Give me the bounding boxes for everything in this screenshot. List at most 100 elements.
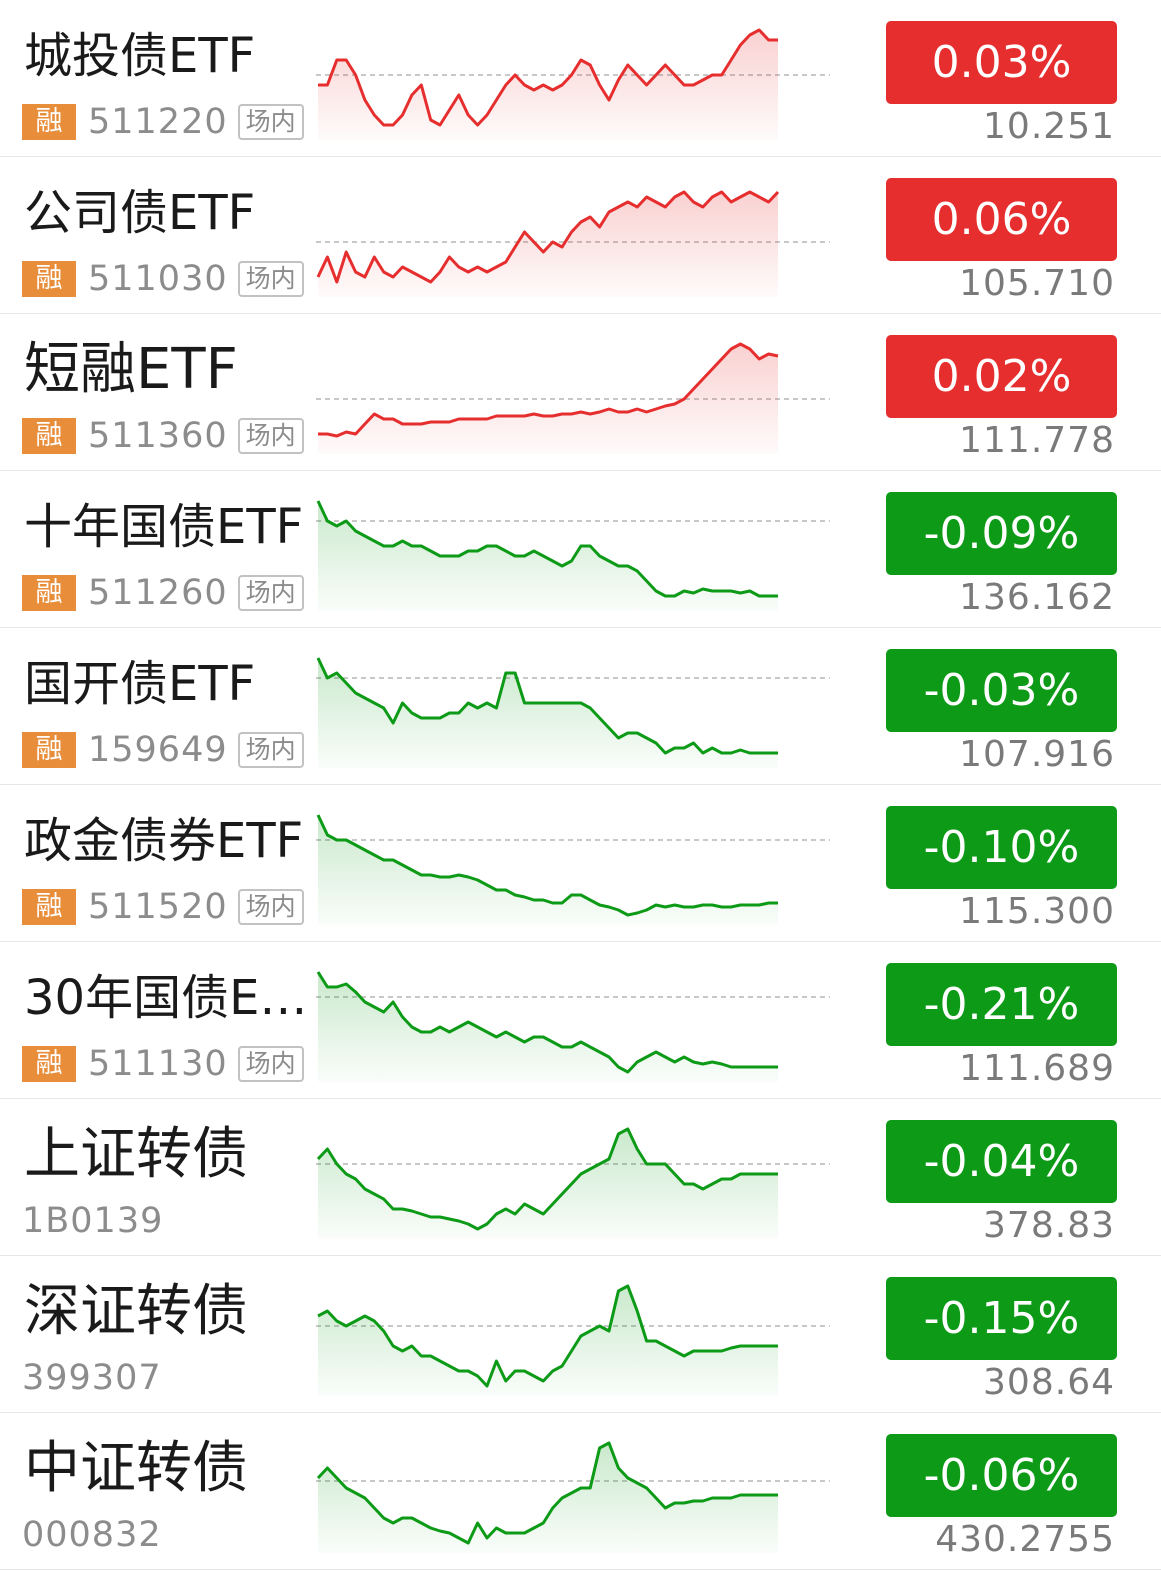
sparkline-line bbox=[316, 1441, 778, 1545]
change-percent-button[interactable]: 0.02% bbox=[886, 335, 1117, 418]
security-meta: 融 511220 场内 bbox=[22, 102, 304, 142]
sparkline-line bbox=[318, 28, 778, 127]
security-name: 国开债ETF bbox=[24, 656, 256, 712]
venue-badge: 场内 bbox=[237, 261, 304, 297]
change-percent-button[interactable]: -0.15% bbox=[886, 1277, 1117, 1360]
security-name: 30年国债ET... bbox=[24, 970, 314, 1026]
last-price: 111.778 bbox=[959, 420, 1115, 461]
security-name: 中证转债 bbox=[24, 1436, 248, 1501]
intraday-sparkline bbox=[316, 971, 830, 1082]
sparkline-area bbox=[318, 658, 778, 768]
last-price: 115.300 bbox=[959, 891, 1115, 932]
margin-badge: 融 bbox=[22, 261, 76, 297]
security-meta: 融 159649 场内 bbox=[22, 730, 304, 770]
last-price: 378.83 bbox=[983, 1205, 1115, 1246]
security-meta: 融 511360 场内 bbox=[22, 416, 304, 456]
venue-badge: 场内 bbox=[237, 732, 304, 768]
last-price: 105.710 bbox=[959, 263, 1115, 304]
sparkline-area bbox=[318, 1443, 778, 1553]
security-code: 159649 bbox=[88, 730, 228, 770]
security-code: 511360 bbox=[88, 416, 228, 456]
sparkline-line bbox=[318, 342, 779, 438]
security-code: 000832 bbox=[22, 1515, 162, 1555]
margin-badge: 融 bbox=[22, 575, 76, 611]
security-name: 公司债ETF bbox=[24, 185, 256, 241]
security-meta: 融 511130 场内 bbox=[22, 1044, 304, 1084]
intraday-sparkline bbox=[316, 814, 830, 925]
change-percent-button[interactable]: 0.06% bbox=[886, 178, 1117, 261]
change-percent-button[interactable]: -0.09% bbox=[886, 492, 1117, 575]
list-item[interactable]: 中证转债 000832 -0.06% 430.2755 bbox=[0, 1413, 1161, 1570]
sparkline-area bbox=[318, 30, 778, 140]
list-item[interactable]: 国开债ETF 融 159649 场内 -0.03% 107.916 bbox=[0, 628, 1161, 785]
sparkline-area bbox=[318, 1286, 778, 1396]
intraday-sparkline bbox=[316, 190, 830, 297]
security-name: 深证转债 bbox=[24, 1279, 248, 1344]
list-item[interactable]: 公司债ETF 融 511030 场内 0.06% 105.710 bbox=[0, 157, 1161, 314]
intraday-sparkline bbox=[316, 28, 830, 140]
security-code: 511030 bbox=[88, 259, 228, 299]
change-percent-button[interactable]: -0.21% bbox=[886, 963, 1117, 1046]
intraday-sparkline bbox=[316, 342, 830, 454]
venue-badge: 场内 bbox=[237, 418, 304, 454]
venue-badge: 场内 bbox=[237, 104, 304, 140]
list-item[interactable]: 上证转债 1B0139 -0.04% 378.83 bbox=[0, 1099, 1161, 1256]
margin-badge: 融 bbox=[22, 732, 76, 768]
last-price: 111.689 bbox=[959, 1048, 1115, 1089]
venue-badge: 场内 bbox=[237, 1046, 304, 1082]
security-meta: 融 511030 场内 bbox=[22, 259, 304, 299]
last-price: 107.916 bbox=[959, 734, 1115, 775]
last-price: 10.251 bbox=[983, 106, 1115, 147]
list-item[interactable]: 深证转债 399307 -0.15% 308.64 bbox=[0, 1256, 1161, 1413]
sparkline-line bbox=[317, 1284, 778, 1388]
margin-badge: 融 bbox=[22, 104, 76, 140]
security-meta: 1B0139 bbox=[22, 1201, 173, 1241]
security-meta: 000832 bbox=[22, 1515, 172, 1555]
margin-badge: 融 bbox=[22, 1046, 76, 1082]
security-name: 城投债ETF bbox=[24, 28, 256, 84]
sparkline-line bbox=[316, 500, 778, 598]
sparkline-area bbox=[318, 815, 778, 925]
venue-badge: 场内 bbox=[237, 889, 304, 925]
sparkline-area bbox=[318, 192, 778, 297]
security-name: 十年国债ETF bbox=[24, 499, 304, 555]
security-code: 399307 bbox=[22, 1358, 162, 1398]
sparkline-line bbox=[316, 971, 778, 1074]
margin-badge: 融 bbox=[22, 889, 76, 925]
change-percent-button[interactable]: -0.03% bbox=[886, 649, 1117, 732]
sparkline-area bbox=[318, 344, 778, 454]
security-code: 511520 bbox=[88, 887, 228, 927]
intraday-sparkline bbox=[316, 1127, 830, 1239]
last-price: 136.162 bbox=[959, 577, 1115, 618]
change-percent-button[interactable]: -0.06% bbox=[886, 1434, 1117, 1517]
margin-badge: 融 bbox=[22, 418, 76, 454]
list-item[interactable]: 城投债ETF 融 511220 场内 0.03% 10.251 bbox=[0, 0, 1161, 157]
sparkline-line bbox=[316, 657, 778, 755]
security-meta: 融 511520 场内 bbox=[22, 887, 304, 927]
list-item[interactable]: 十年国债ETF 融 511260 场内 -0.09% 136.162 bbox=[0, 471, 1161, 628]
security-code: 511220 bbox=[88, 102, 228, 142]
intraday-sparkline bbox=[316, 1284, 830, 1396]
last-price: 430.2755 bbox=[935, 1519, 1115, 1560]
sparkline-area bbox=[318, 1129, 778, 1239]
security-name: 短融ETF bbox=[24, 337, 238, 402]
change-percent-button[interactable]: 0.03% bbox=[886, 21, 1117, 104]
security-meta: 融 511260 场内 bbox=[22, 573, 304, 613]
venue-badge: 场内 bbox=[237, 575, 304, 611]
sparkline-line bbox=[316, 814, 778, 917]
sparkline-area bbox=[318, 972, 778, 1082]
intraday-sparkline bbox=[316, 500, 830, 611]
sparkline-line bbox=[316, 190, 780, 284]
list-item[interactable]: 政金债券ETF 融 511520 场内 -0.10% 115.300 bbox=[0, 785, 1161, 942]
sparkline-area bbox=[318, 501, 778, 611]
security-meta: 399307 bbox=[22, 1358, 172, 1398]
intraday-sparkline bbox=[316, 657, 830, 768]
intraday-sparkline bbox=[316, 1441, 830, 1553]
change-percent-button[interactable]: -0.04% bbox=[886, 1120, 1117, 1203]
list-item[interactable]: 30年国债ET... 融 511130 场内 -0.21% 111.689 bbox=[0, 942, 1161, 1099]
change-percent-button[interactable]: -0.10% bbox=[886, 806, 1117, 889]
last-price: 308.64 bbox=[983, 1362, 1115, 1403]
security-code: 511260 bbox=[88, 573, 228, 613]
list-item[interactable]: 短融ETF 融 511360 场内 0.02% 111.778 bbox=[0, 314, 1161, 471]
